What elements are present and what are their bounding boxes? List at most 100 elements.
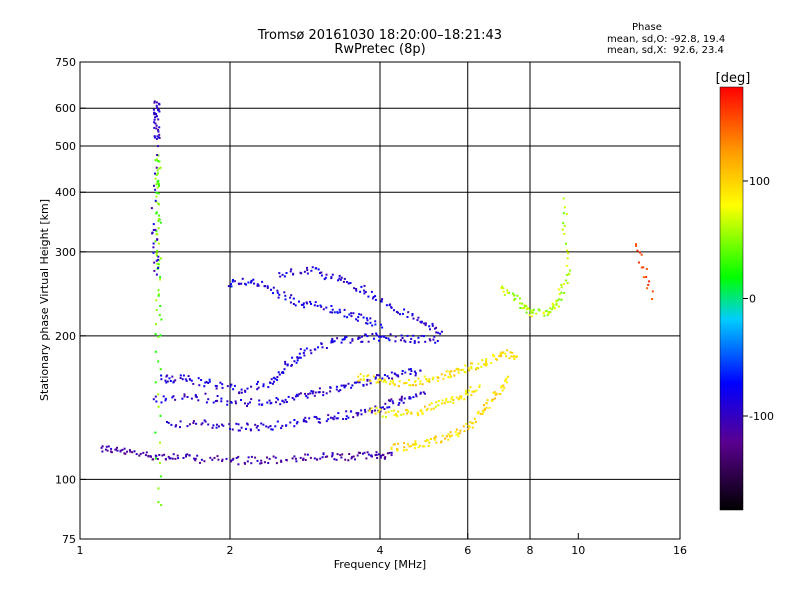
data-point [358, 381, 361, 384]
data-point [153, 135, 156, 138]
y-tick-label: 100 [55, 473, 76, 486]
data-point [392, 443, 395, 446]
data-point [400, 397, 403, 400]
data-point [369, 379, 372, 382]
data-point [448, 370, 451, 373]
data-point [213, 456, 216, 459]
data-point [395, 413, 397, 415]
data-point [453, 369, 456, 372]
data-point [241, 277, 244, 280]
data-point [320, 271, 323, 274]
data-point [381, 415, 384, 418]
data-point [159, 334, 162, 337]
data-point [154, 228, 157, 231]
data-point [425, 378, 428, 380]
data-point [159, 278, 162, 281]
data-point [246, 460, 249, 463]
data-point [466, 393, 469, 396]
data-point [170, 423, 173, 426]
data-point [157, 293, 160, 296]
data-point [395, 414, 398, 417]
data-point [531, 311, 534, 314]
data-point [221, 458, 224, 461]
data-point [390, 446, 393, 449]
data-point [346, 281, 349, 283]
data-point [340, 456, 343, 459]
data-point [154, 333, 157, 335]
data-point [397, 410, 400, 413]
data-point [389, 333, 392, 336]
data-point [525, 308, 528, 311]
data-point [237, 429, 240, 432]
data-point [406, 334, 409, 337]
data-point [343, 338, 346, 340]
data-point [471, 422, 474, 425]
data-point [434, 341, 437, 344]
data-point [160, 318, 163, 321]
data-point [129, 450, 132, 453]
data-point [306, 453, 309, 456]
data-point [230, 285, 233, 288]
data-point [377, 453, 380, 456]
data-point [412, 334, 415, 337]
data-point [468, 369, 471, 372]
data-point [154, 199, 157, 202]
data-point [257, 380, 259, 383]
data-point [314, 348, 317, 351]
data-point [415, 395, 418, 398]
data-point [119, 450, 122, 453]
data-point [419, 444, 422, 447]
data-point [250, 455, 253, 458]
data-point [470, 394, 473, 397]
data-point [277, 398, 279, 401]
data-point [404, 371, 407, 374]
data-point [138, 454, 141, 457]
data-point [416, 319, 419, 322]
data-point [493, 355, 496, 358]
data-point [396, 449, 399, 452]
data-point [155, 211, 158, 214]
data-point [386, 375, 389, 378]
data-point [295, 422, 298, 425]
data-point [316, 417, 319, 420]
data-point [494, 393, 497, 396]
data-point [374, 320, 377, 323]
data-point [463, 398, 466, 401]
data-point [295, 393, 298, 396]
data-point [423, 405, 426, 408]
data-point [475, 367, 478, 369]
data-point [513, 358, 516, 360]
data-point [360, 285, 363, 288]
data-point [157, 108, 160, 111]
data-point [352, 455, 355, 458]
data-point [455, 367, 458, 370]
data-point [327, 418, 330, 421]
data-point [440, 373, 443, 376]
data-point [176, 454, 179, 457]
data-point [447, 433, 450, 436]
data-point [336, 337, 339, 340]
data-point [354, 458, 356, 461]
data-point [366, 379, 369, 382]
data-point [465, 389, 467, 392]
data-point [378, 378, 381, 381]
data-point [379, 410, 382, 413]
data-point [358, 313, 361, 316]
data-point [342, 418, 345, 420]
data-point [347, 382, 350, 385]
data-point [408, 379, 410, 381]
data-point [568, 272, 571, 275]
data-point [157, 335, 160, 338]
data-point [431, 324, 434, 327]
data-point [549, 311, 552, 313]
data-point [317, 391, 320, 394]
data-point [384, 416, 387, 418]
data-point [523, 307, 526, 309]
data-point [154, 454, 157, 457]
data-point [460, 397, 463, 400]
data-point [157, 263, 160, 266]
data-point [232, 279, 234, 281]
data-point [319, 304, 322, 307]
data-point [296, 394, 299, 397]
data-point [157, 294, 160, 297]
